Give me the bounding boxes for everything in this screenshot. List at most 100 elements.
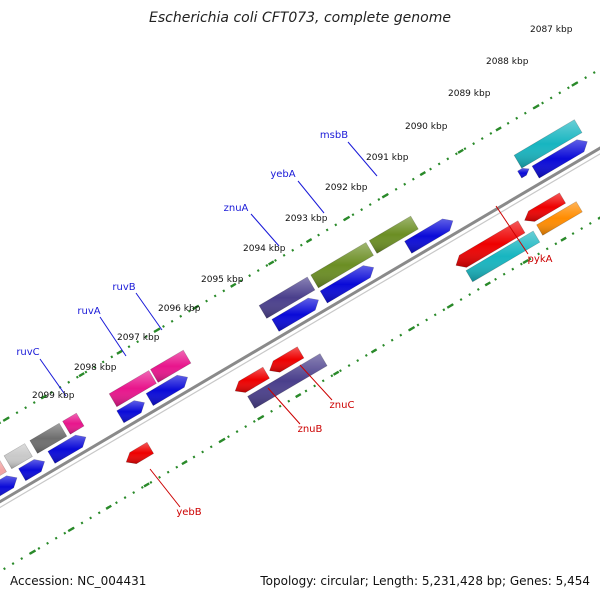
forward-cds-small-shading	[517, 168, 530, 178]
label-msbB-leader	[347, 141, 378, 177]
forward-cds-7-shading	[320, 265, 374, 303]
gene-teal-top-shading	[514, 119, 582, 169]
gene-orange-shading	[536, 201, 583, 236]
label-znuB: znuB	[298, 424, 323, 435]
tick-label-4: 2090 kbp	[405, 122, 448, 132]
inner-ruler-tick	[446, 303, 454, 309]
gene-ruvC-shading	[29, 423, 67, 454]
label-ruvA-leader	[99, 316, 127, 357]
label-znuC: znuC	[330, 400, 355, 411]
outer-ruler-tick	[267, 260, 275, 266]
label-znuA: znuA	[224, 203, 249, 214]
inner-ruler-tick	[181, 460, 188, 466]
outer-ruler-tick	[116, 349, 123, 355]
gene-msbB-shading	[369, 216, 419, 254]
label-msbB: msbB	[320, 130, 348, 141]
label-znuC-leader	[299, 364, 333, 401]
forward-cds-9-shading	[532, 139, 588, 179]
label-ruvA: ruvA	[77, 306, 100, 317]
gene-yebA-shading	[310, 242, 374, 288]
tick-label-2: 2088 kbp	[486, 57, 529, 67]
gene-ruvB-shading	[150, 350, 191, 383]
inner-ruler-tick	[332, 370, 340, 376]
outer-ruler-tick	[533, 104, 540, 110]
inner-ruler-tick	[105, 504, 112, 510]
inner-ruler-tick	[29, 549, 37, 555]
tick-label-3: 2089 kbp	[448, 89, 491, 99]
label-yebA-leader	[297, 180, 325, 214]
label-ruvB: ruvB	[112, 282, 135, 293]
outer-ruler-tick	[495, 126, 502, 132]
outer-ruler	[0, 67, 600, 425]
outer-ruler-tick	[230, 282, 237, 288]
feature-layer	[0, 119, 588, 497]
label-znuB-leader	[267, 387, 301, 425]
genome-backbone-highlight	[0, 153, 600, 509]
inner-ruler-tick	[219, 437, 226, 443]
forward-cds-4-shading	[116, 400, 145, 423]
forward-cds-5-shading	[146, 375, 188, 406]
inner-ruler-tick	[257, 415, 264, 421]
tick-label-layer: 2087 kbp 2088 kbp 2089 kbp 2090 kbp 2091 kbp…	[32, 25, 573, 401]
label-znuA-leader	[250, 213, 280, 247]
gene-znuB-shading	[247, 353, 328, 409]
label-pykA: pykA	[528, 254, 553, 265]
inner-ruler-tick	[67, 527, 74, 533]
outer-ruler-tick	[192, 305, 199, 311]
label-ruvB-leader	[135, 292, 163, 331]
label-yebB: yebB	[176, 507, 201, 518]
label-ruvC-leader	[39, 358, 67, 397]
forward-cds-1-shading	[0, 475, 17, 496]
gene-yebB-shading	[126, 442, 154, 464]
tick-label-10: 2096 kbp	[158, 304, 201, 314]
tick-label-7: 2093 kbp	[285, 214, 328, 224]
label-layer: msbB yebA znuA ruvB ruvA ruvC pykA znuC znuB yebB	[16, 130, 552, 518]
outer-ruler-tick	[419, 171, 426, 177]
gene-magenta-small-shading	[62, 413, 84, 435]
tick-label-11: 2097 kbp	[117, 333, 160, 343]
gene-znuC-shading	[269, 346, 304, 373]
genome-backbone	[0, 146, 600, 504]
label-pykA-leader	[495, 205, 529, 255]
tick-label-12: 2098 kbp	[74, 363, 117, 373]
outer-ruler-tick	[305, 238, 313, 244]
tick-label-9: 2095 kbp	[201, 275, 244, 285]
gene-red-b-shading	[456, 220, 525, 268]
map-title: Escherichia coli CFT073, complete genome	[149, 10, 451, 26]
ruler-layer	[0, 67, 600, 573]
gene-znuA-shading	[259, 277, 315, 319]
accession-text: Accession: NC_004431	[10, 574, 147, 588]
gene-red-a-shading	[235, 367, 270, 393]
genome-summary-text: Topology: circular; Length: 5,231,428 bp…	[260, 574, 590, 588]
forward-cds-2-shading	[18, 459, 45, 481]
forward-cds-6-shading	[271, 298, 319, 332]
outer-ruler-tick	[343, 215, 351, 221]
forward-cds-8-shading	[404, 218, 453, 254]
tick-label-13: 2099 kbp	[32, 391, 75, 401]
inner-ruler-tick	[560, 236, 567, 242]
outer-ruler-tick	[457, 148, 464, 154]
label-yebB-leader	[149, 468, 181, 508]
outer-ruler-tick	[40, 394, 47, 400]
tick-label-8: 2094 kbp	[243, 244, 286, 254]
outer-ruler-tick	[2, 416, 10, 422]
label-yebA: yebA	[270, 169, 295, 180]
tick-label-1: 2087 kbp	[530, 25, 573, 35]
gene-ruvA-shading	[109, 370, 157, 407]
gene-light-grey-shading	[4, 443, 33, 469]
tick-label-6: 2092 kbp	[325, 183, 368, 193]
label-ruvC: ruvC	[16, 347, 39, 358]
inner-ruler-tick	[408, 325, 416, 332]
outer-ruler-tick	[154, 327, 161, 333]
outer-ruler-tick	[78, 372, 85, 378]
gene-red-c-shading	[524, 192, 566, 222]
gene-pink-a-shading	[0, 460, 7, 476]
inner-ruler-tick	[370, 348, 378, 354]
outer-ruler-tick	[571, 81, 578, 87]
inner-ruler-tick	[522, 258, 529, 265]
inner-ruler-tick	[484, 281, 491, 287]
forward-cds-3-shading	[47, 435, 86, 464]
outer-ruler-tick	[381, 193, 389, 199]
